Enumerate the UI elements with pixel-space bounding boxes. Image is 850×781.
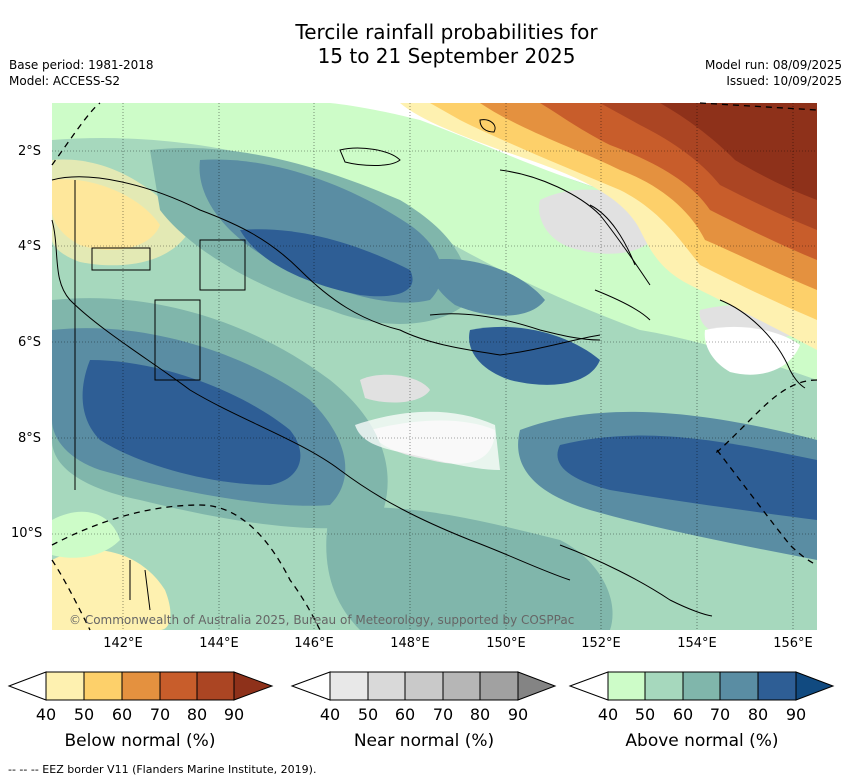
- eez-borders: [51, 102, 818, 631]
- lon-label-142e: 142°E: [103, 636, 143, 651]
- meta-right: Model run: 08/09/2025 Issued: 10/09/2025: [705, 57, 842, 89]
- near-tick-60: 60: [394, 705, 416, 724]
- above-tick-60: 60: [672, 705, 694, 724]
- below-tick-80: 80: [186, 705, 208, 724]
- model-name: Model: ACCESS-S2: [9, 74, 121, 88]
- near-tick-50: 50: [357, 705, 379, 724]
- near-tick-80: 80: [469, 705, 491, 724]
- legend-near-normal: [290, 671, 557, 701]
- above-tick-80: 80: [747, 705, 769, 724]
- model-run: Model run: 08/09/2025: [704, 58, 842, 72]
- above-tick-40: 40: [597, 705, 619, 724]
- legend-below-normal: [7, 671, 274, 701]
- gridlines: [52, 103, 817, 630]
- lon-label-152e: 152°E: [581, 636, 621, 651]
- coastlines: [51, 119, 806, 617]
- above-tick-70: 70: [709, 705, 731, 724]
- base-period: Base period: 1981-2018: [9, 58, 154, 72]
- below-tick-40: 40: [35, 705, 57, 724]
- legend-label-above: Above normal (%): [625, 731, 779, 751]
- title-line-1: Tercile rainfall probabilities for: [295, 20, 598, 44]
- lon-label-150e: 150°E: [486, 636, 526, 651]
- near-tick-40: 40: [319, 705, 341, 724]
- below-tick-90: 90: [223, 705, 245, 724]
- copyright-notice: © Commonwealth of Australia 2025, Bureau…: [69, 613, 575, 627]
- issued-date: Issued: 10/09/2025: [726, 74, 842, 88]
- legend-label-near: Near normal (%): [353, 731, 495, 751]
- lon-label-144e: 144°E: [199, 636, 239, 651]
- eez-footnote: -- -- -- EEZ border V11 (Flanders Marine…: [8, 763, 317, 776]
- lon-label-146e: 146°E: [294, 636, 334, 651]
- lat-label-6s: 6°S: [18, 335, 42, 350]
- near-tick-70: 70: [432, 705, 454, 724]
- below-tick-70: 70: [149, 705, 171, 724]
- lat-label-2s: 2°S: [18, 144, 42, 159]
- lon-label-154e: 154°E: [677, 636, 717, 651]
- map-title: Tercile rainfall probabilities for 15 to…: [0, 20, 850, 68]
- lat-label-8s: 8°S: [18, 431, 42, 446]
- map-field: [52, 103, 817, 630]
- below-tick-50: 50: [73, 705, 95, 724]
- below-tick-60: 60: [111, 705, 133, 724]
- legend-label-below: Below normal (%): [64, 731, 216, 751]
- lat-label-4s: 4°S: [18, 239, 42, 254]
- above-tick-50: 50: [634, 705, 656, 724]
- legend-above-normal: [568, 671, 835, 701]
- lon-label-156e: 156°E: [773, 636, 813, 651]
- lon-label-148e: 148°E: [390, 636, 430, 651]
- title-line-2: 15 to 21 September 2025: [317, 44, 576, 68]
- meta-left: Base period: 1981-2018 Model: ACCESS-S2: [9, 57, 154, 89]
- above-tick-90: 90: [785, 705, 807, 724]
- near-tick-90: 90: [507, 705, 529, 724]
- lat-label-10s: 10°S: [11, 526, 43, 541]
